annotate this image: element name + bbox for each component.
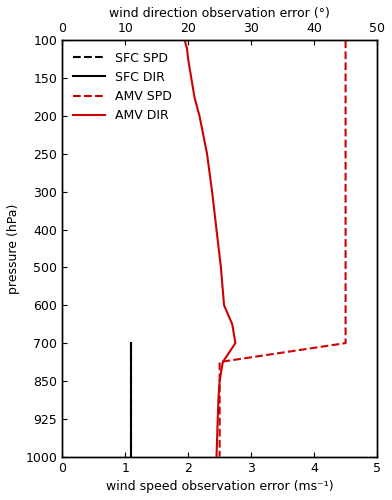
- AMV SPD: [217, 416, 222, 422]
- SFC SPD: [129, 340, 134, 346]
- AMV SPD: [343, 113, 348, 119]
- AMV SPD: [343, 302, 348, 308]
- Y-axis label: pressure (hPa): pressure (hPa): [7, 204, 20, 294]
- AMV SPD: [343, 264, 348, 270]
- AMV DIR: [230, 321, 234, 327]
- Line: AMV SPD: AMV SPD: [220, 40, 346, 457]
- AMV DIR: [186, 56, 191, 62]
- AMV SPD: [343, 340, 348, 346]
- AMV DIR: [189, 75, 194, 81]
- X-axis label: wind speed observation error (ms⁻¹): wind speed observation error (ms⁻¹): [106, 480, 334, 493]
- AMV DIR: [201, 132, 206, 138]
- AMV DIR: [205, 151, 209, 157]
- AMV SPD: [217, 378, 222, 384]
- Legend: SFC SPD, SFC DIR, AMV SPD, AMV DIR: SFC SPD, SFC DIR, AMV SPD, AMV DIR: [69, 46, 177, 128]
- SFC DIR: [129, 397, 134, 403]
- AMV SPD: [217, 434, 222, 440]
- AMV DIR: [215, 434, 220, 440]
- AMV DIR: [217, 378, 222, 384]
- AMV SPD: [217, 454, 222, 460]
- SFC DIR: [129, 359, 134, 365]
- AMV SPD: [217, 359, 222, 365]
- X-axis label: wind direction observation error (°): wind direction observation error (°): [109, 7, 330, 20]
- SFC SPD: [129, 434, 134, 440]
- AMV DIR: [192, 94, 197, 100]
- SFC DIR: [129, 454, 134, 460]
- SFC SPD: [129, 378, 134, 384]
- AMV DIR: [185, 45, 189, 51]
- AMV DIR: [219, 264, 223, 270]
- AMV DIR: [216, 397, 221, 403]
- AMV DIR: [222, 302, 227, 308]
- AMV DIR: [210, 188, 214, 194]
- SFC DIR: [129, 378, 134, 384]
- AMV DIR: [233, 340, 238, 346]
- SFC SPD: [129, 454, 134, 460]
- AMV SPD: [343, 226, 348, 232]
- AMV DIR: [183, 41, 188, 47]
- SFC DIR: [129, 416, 134, 422]
- AMV SPD: [343, 38, 348, 44]
- AMV DIR: [183, 38, 187, 44]
- SFC SPD: [129, 416, 134, 422]
- AMV SPD: [343, 75, 348, 81]
- AMV SPD: [343, 151, 348, 157]
- AMV DIR: [214, 454, 219, 460]
- Line: AMV DIR: AMV DIR: [185, 40, 235, 457]
- AMV DIR: [220, 359, 225, 365]
- AMV DIR: [216, 416, 220, 422]
- AMV DIR: [214, 226, 219, 232]
- SFC SPD: [129, 359, 134, 365]
- SFC SPD: [129, 397, 134, 403]
- AMV SPD: [217, 397, 222, 403]
- SFC DIR: [129, 434, 134, 440]
- SFC DIR: [129, 340, 134, 346]
- AMV DIR: [197, 113, 202, 119]
- AMV SPD: [343, 188, 348, 194]
